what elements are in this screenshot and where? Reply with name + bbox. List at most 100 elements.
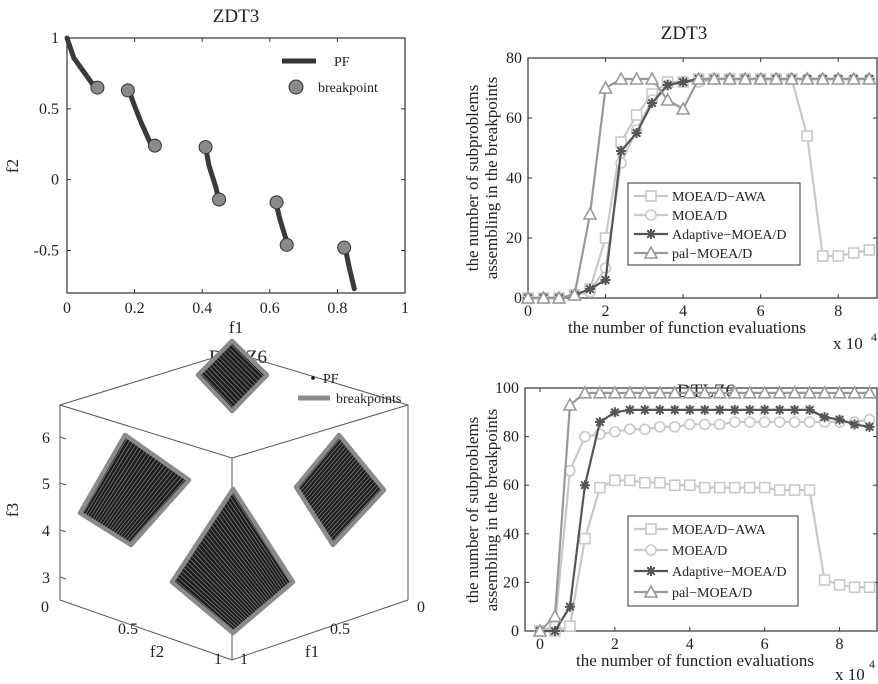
y-tick-label: 60 bbox=[503, 477, 519, 494]
bottom-surface-hatch bbox=[200, 538, 262, 610]
star-data-point bbox=[609, 407, 620, 418]
square-data-point bbox=[624, 474, 636, 487]
breakpoint-marker bbox=[212, 192, 227, 207]
triangle-data-point bbox=[862, 385, 877, 399]
right-surface-hatch bbox=[299, 439, 344, 493]
f1-tick-label: 0.5 bbox=[330, 621, 350, 638]
pareto-surfaces bbox=[77, 338, 387, 636]
y-tick-label: 0 bbox=[511, 623, 519, 640]
left-surface-hatch bbox=[91, 445, 140, 521]
legend: MOEA/D−AWA MOEA/D Adaptive−MOEA/D pal−MOEA/… bbox=[627, 515, 799, 607]
bottom-surface-hatch bbox=[224, 501, 286, 589]
bottom-surface-hatch bbox=[214, 516, 276, 598]
right-surface-hatch bbox=[297, 437, 342, 490]
bottom-surface-hatch bbox=[222, 504, 284, 591]
star-data-point bbox=[639, 404, 650, 415]
square-data-point bbox=[833, 579, 846, 591]
bottom-surface-hatch bbox=[185, 560, 248, 622]
star-data-point bbox=[729, 404, 740, 415]
star-data-point bbox=[662, 80, 673, 90]
top-surface-hatch bbox=[224, 348, 260, 383]
z-tick-label: 5 bbox=[42, 476, 50, 493]
square-data-point bbox=[773, 484, 786, 496]
bottom-surface-hatch bbox=[212, 519, 274, 600]
y-axis-label: f2 bbox=[3, 159, 22, 173]
star-data-point bbox=[789, 404, 800, 415]
circle-data-point bbox=[728, 416, 741, 428]
star-data-point bbox=[631, 128, 642, 138]
z-tick bbox=[59, 436, 67, 440]
square-data-point bbox=[803, 484, 816, 496]
x-tick-label: 4 bbox=[686, 636, 694, 653]
y-axis-label-line-2: assembling in the breakpoints bbox=[482, 77, 501, 280]
triangle-data-point bbox=[567, 287, 582, 301]
legend-marker-pf bbox=[311, 376, 315, 380]
plot-frame bbox=[66, 37, 406, 294]
triangle-data-point bbox=[691, 71, 706, 85]
y-tick-label: 0.5 bbox=[39, 101, 59, 118]
y-tick-label: 20 bbox=[506, 230, 522, 247]
triangle-data-point bbox=[846, 71, 862, 85]
x-tick-label: 4 bbox=[679, 303, 687, 320]
right-surface-hatch bbox=[305, 449, 352, 504]
legend-marker-breakpoint bbox=[288, 79, 304, 95]
triangle-data-point bbox=[682, 385, 698, 399]
chart-title: ZDT3 bbox=[213, 6, 259, 27]
triangle-data-point bbox=[667, 385, 683, 399]
triangle-data-point bbox=[598, 80, 613, 94]
square-data-point bbox=[683, 479, 696, 492]
square-data-point bbox=[743, 481, 756, 494]
triangle-data-point bbox=[753, 71, 769, 85]
x-tick-label: 0.2 bbox=[125, 300, 145, 317]
x-axis-label: f1 bbox=[229, 318, 243, 337]
left-surface-hatch bbox=[128, 477, 187, 544]
legend-marker bbox=[643, 245, 659, 259]
star-data-point bbox=[678, 77, 689, 87]
circle-data-point bbox=[713, 418, 726, 431]
x-axis-multiplier: x 10 bbox=[833, 334, 863, 353]
square-data-point bbox=[847, 247, 860, 259]
bottom-surface-hatch bbox=[198, 541, 260, 612]
triangle-data-point bbox=[784, 71, 800, 85]
square-data-point bbox=[818, 574, 831, 586]
x-tick-label: 0 bbox=[524, 303, 532, 320]
bottom-surface-hatch bbox=[190, 553, 252, 618]
y-axis-label-line-1: the number of subproblems bbox=[463, 417, 482, 604]
pf-segment bbox=[126, 87, 154, 149]
star-data-point bbox=[774, 404, 785, 415]
star-data-point bbox=[849, 419, 860, 430]
star-data-point bbox=[647, 98, 658, 108]
y-tick-label: 60 bbox=[506, 110, 522, 127]
left-surface-hatch bbox=[102, 455, 155, 528]
bottom-surface-hatch bbox=[210, 522, 272, 601]
bottom-surface bbox=[169, 486, 296, 636]
x-tick-label: 8 bbox=[836, 636, 844, 653]
circle-data-point bbox=[639, 423, 651, 436]
triangle-data-point bbox=[737, 71, 753, 85]
left-surface-hatch bbox=[123, 473, 181, 541]
triangle-data-point bbox=[520, 290, 536, 304]
y-axis-label-line-1: the number of subproblems bbox=[463, 85, 482, 272]
circle-data-point bbox=[758, 416, 771, 428]
right-surface-hatch bbox=[329, 484, 381, 540]
square-series bbox=[534, 474, 876, 637]
top-surface-hatch bbox=[217, 355, 253, 391]
triangle-data-point bbox=[742, 385, 758, 399]
left-surface-hatch bbox=[105, 457, 158, 530]
triangle-data-point bbox=[830, 71, 846, 85]
chart-title: ZDT3 bbox=[661, 23, 707, 44]
triangle-data-point bbox=[607, 385, 623, 399]
square-data-point bbox=[728, 481, 741, 494]
star-series bbox=[534, 404, 875, 636]
triangle-data-point bbox=[722, 71, 737, 85]
z-tick bbox=[59, 529, 67, 533]
f1-axis-label: f1 bbox=[305, 642, 319, 661]
breakpoint-marker bbox=[198, 140, 213, 155]
square-data-point bbox=[630, 109, 643, 121]
y-tick-label: 80 bbox=[503, 429, 519, 446]
square-data-point bbox=[668, 479, 681, 492]
legend-label: Adaptive−MOEA/D bbox=[672, 565, 786, 580]
x-axis-multiplier-exponent: 4 bbox=[871, 330, 877, 344]
